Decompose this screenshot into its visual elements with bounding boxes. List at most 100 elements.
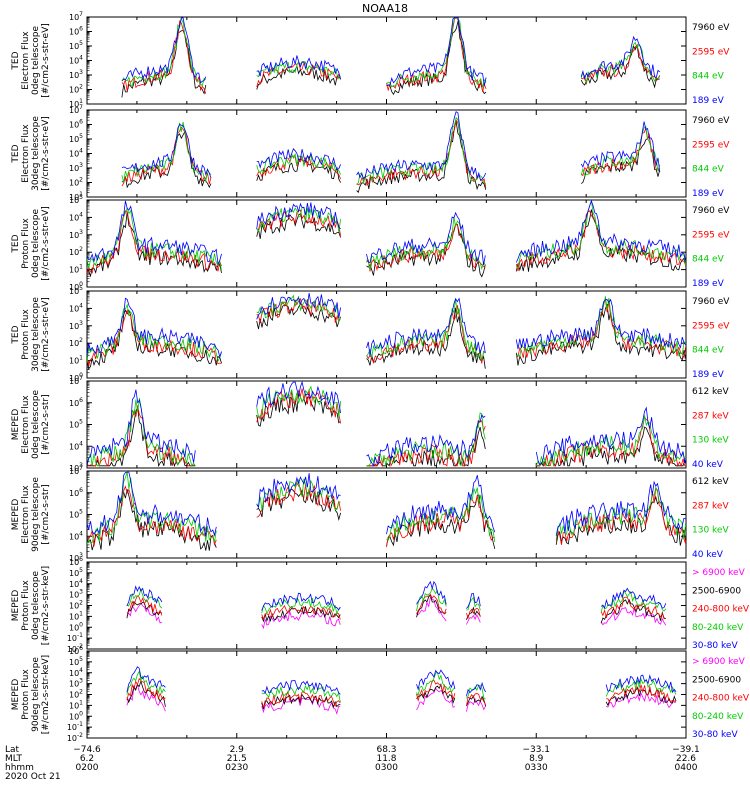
y-tick-label: 105 [69,194,83,205]
series-line [466,694,486,707]
series-line [261,605,341,623]
series-line [256,65,341,90]
y-axis-label: MEPED Electron Flux 0deg telescope [#/cm2-s… [11,390,51,460]
series-line [87,303,222,363]
series--6900-kev [126,596,667,630]
series-line [416,580,447,605]
panel-ted-e30: 101 102 103 104 105 106 107 TED Electron Flux 30d… [11,104,730,202]
legend-entry: 40 keV [692,550,724,560]
y-axis-label-line: [#/cm2-s-str-eV] [41,206,51,281]
y-axis-label-line: [#/cm2-s-str-eV] [41,23,51,98]
series-line [416,593,447,618]
x-row-label-lat: Lat [5,745,20,755]
x-row-label-mlt: MLT [5,754,23,764]
y-tick-label: 10-2 [67,732,83,743]
series-line [126,677,166,701]
series-line [126,585,163,607]
y-tick-label: 102 [69,177,83,188]
series-line [386,17,487,92]
y-tick-label: 101 [69,355,83,366]
series-line [535,415,686,468]
series-line [580,125,661,177]
series-line [386,475,496,535]
series-line [535,406,686,465]
series-2500-6900 [126,593,666,624]
y-tick-label: 103 [69,552,83,563]
series-line [605,691,677,709]
y-tick-label: 104 [69,530,83,541]
series-line [261,679,341,695]
series-line [87,485,217,547]
series-189-ev [87,293,686,359]
y-tick-label: 103 [69,229,83,240]
series-line [605,686,677,707]
y-tick-label: 101 [69,264,83,275]
y-axis-label-line: TED [11,144,21,163]
series-844-ev [121,116,661,185]
y-tick-label: 100 [69,372,83,383]
series-traces [87,200,686,278]
series-line [356,121,487,193]
legend-entry: 844 eV [692,255,725,265]
x-tick-label-mlt: 6.2 [80,754,94,764]
y-axis-label-line: [#/cm2-s-str-keV] [41,655,51,734]
y-tick-label: 105 [69,419,83,430]
series-line [256,473,341,509]
y-axis-label-line: 0deg telescope [31,209,41,279]
y-axis-label-line: [#/cm2-s-str-eV] [41,297,51,372]
series-line [515,209,686,272]
legend-entry: 844 eV [692,165,725,175]
y-axis-label-line: Electron Flux [21,124,31,183]
x-tick-label-hhmm: 0330 [525,763,548,773]
y-axis-label-line: Proton Flux [21,309,31,360]
series-line [466,596,481,611]
series-line [466,613,481,625]
x-tick-label-hhmm: 0200 [76,763,99,773]
series-line [516,296,686,358]
series-line [416,683,456,704]
panel-ted-e0: 101 102 103 104 105 106 107 TED Electron Flux 0de… [11,11,730,109]
series-traces [87,293,686,371]
y-axis-label-line: [#/cm2-s-str-keV] [41,566,51,645]
series-line [87,406,196,468]
series-240-800-kev [126,677,677,708]
panel-frame [86,380,687,469]
series-line [261,697,341,715]
series-line [256,152,341,175]
series-line [366,223,486,278]
y-tick-label: 100 [69,281,83,292]
y-axis-label-line: MEPED [11,679,21,711]
series-line [121,121,212,183]
series-line [256,213,341,239]
y-tick-label: 10-2 [67,643,83,654]
y-tick-label: 100 [69,621,83,632]
series-line [416,669,456,691]
series-line [121,17,207,84]
y-tick-label: 104 [69,211,83,222]
figure-title: NOAA18 [362,2,408,15]
legend-entry: 7960 eV [692,116,730,126]
series-line [126,670,166,695]
y-axis-label-line: TED [11,325,21,344]
y-axis-label-line: MEPED [11,409,21,441]
series-line [256,202,341,230]
series-line [580,35,661,80]
legend-entry: 2595 eV [692,230,730,240]
y-tick-label: 105 [69,509,83,520]
y-axis-label-line: TED [11,234,21,253]
legend-entry: 240-800 keV [692,694,750,704]
legend-entry: 2595 eV [692,140,730,150]
series-line [366,413,486,467]
series-line [126,666,166,693]
y-tick-label: 104 [69,667,83,678]
y-tick-label: 107 [69,11,83,22]
y-tick-label: 103 [69,162,83,173]
x-tick-label-lat: 2.9 [230,745,245,755]
legend-entry: 2500-6900 [692,586,741,596]
series-line [555,495,686,546]
legend-entry: 189 eV [692,189,725,199]
y-tick-label: 103 [69,69,83,80]
